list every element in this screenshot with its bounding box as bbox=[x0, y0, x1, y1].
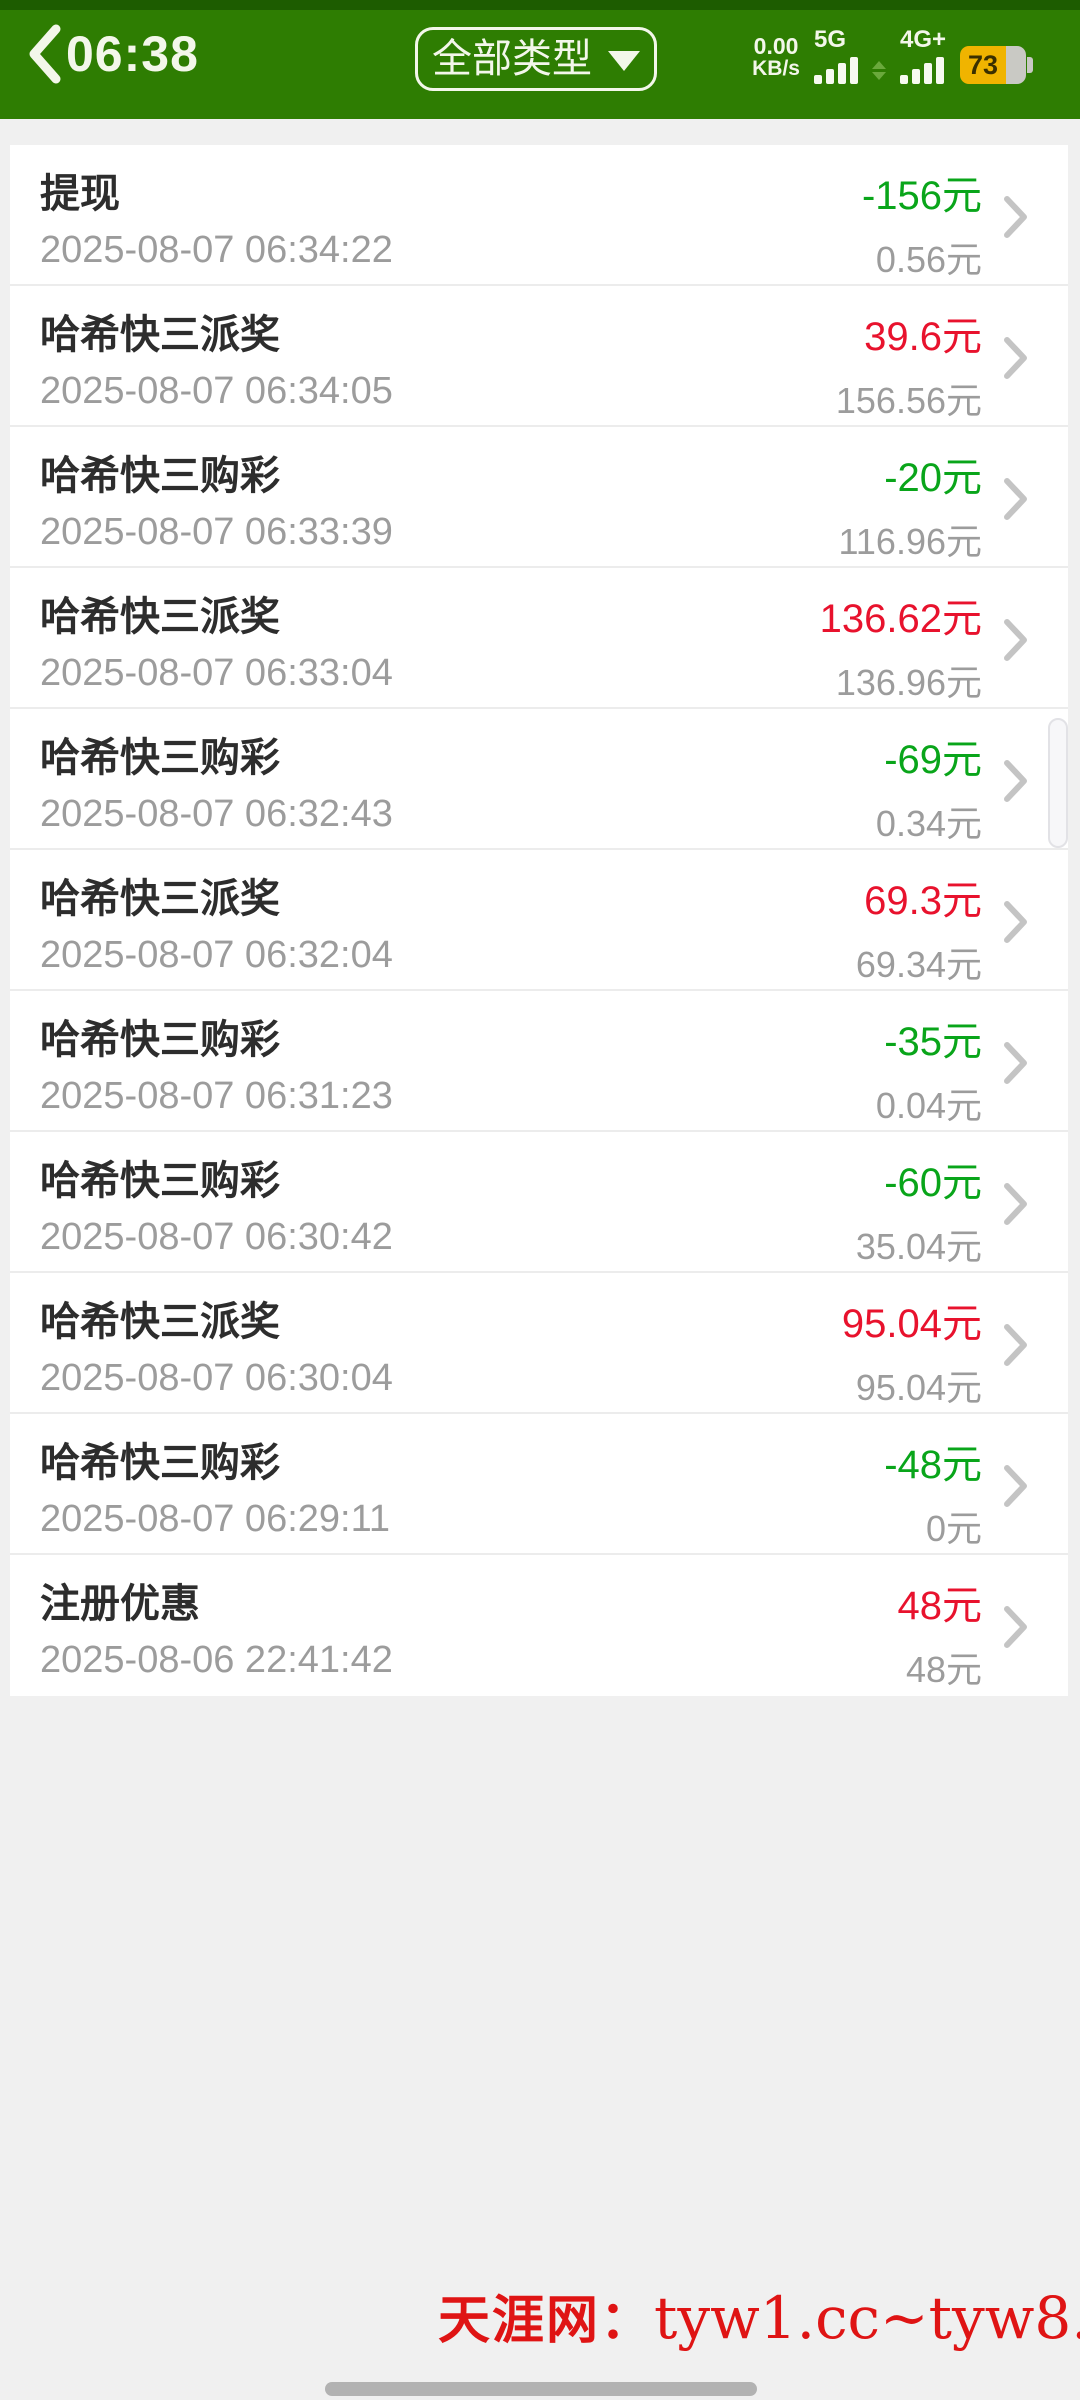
transaction-title: 哈希快三购彩 bbox=[40, 1441, 280, 1485]
chevron-right-icon bbox=[1004, 1606, 1027, 1648]
transaction-row[interactable]: 哈希快三购彩 2025-08-07 06:30:42 -60元 35.04元 bbox=[10, 1132, 1068, 1273]
transaction-amount: 39.6元 bbox=[864, 315, 982, 359]
watermark-urls: tyw1.cc~tyw8.cc bbox=[654, 2284, 1080, 2352]
header-left: 06:38 bbox=[26, 24, 199, 84]
transaction-balance: 116.96元 bbox=[838, 521, 982, 562]
chevron-right-icon bbox=[1004, 1324, 1027, 1366]
transaction-row[interactable]: 哈希快三购彩 2025-08-07 06:31:23 -35元 0.04元 bbox=[10, 991, 1068, 1132]
transaction-row[interactable]: 哈希快三购彩 2025-08-07 06:33:39 -20元 116.96元 bbox=[10, 427, 1068, 568]
transaction-balance: 95.04元 bbox=[855, 1367, 982, 1408]
chevron-right-icon bbox=[1004, 901, 1027, 943]
chevron-right-icon bbox=[1004, 619, 1027, 661]
transaction-title: 哈希快三派奖 bbox=[40, 1300, 280, 1344]
transaction-title: 哈希快三派奖 bbox=[40, 595, 280, 639]
transaction-time: 2025-08-07 06:32:04 bbox=[40, 934, 393, 976]
transaction-amount: -20元 bbox=[884, 456, 982, 500]
transaction-amount: -35元 bbox=[884, 1020, 982, 1064]
chevron-right-icon bbox=[1004, 478, 1027, 520]
transaction-row[interactable]: 哈希快三购彩 2025-08-07 06:29:11 -48元 0元 bbox=[10, 1414, 1068, 1555]
transaction-amount: -69元 bbox=[884, 738, 982, 782]
transaction-title: 哈希快三派奖 bbox=[40, 877, 280, 921]
transaction-balance: 136.96元 bbox=[835, 662, 982, 703]
transaction-time: 2025-08-07 06:34:05 bbox=[40, 370, 393, 412]
transaction-title: 注册优惠 bbox=[40, 1582, 200, 1626]
transaction-time: 2025-08-07 06:31:23 bbox=[40, 1075, 393, 1117]
watermark-site-name: 天涯网： bbox=[438, 2292, 655, 2350]
transaction-title: 提现 bbox=[40, 172, 120, 216]
chevron-right-icon bbox=[1004, 1183, 1027, 1225]
transaction-title: 哈希快三购彩 bbox=[40, 1159, 280, 1203]
transaction-balance: 0.34元 bbox=[875, 803, 982, 844]
transaction-row[interactable]: 哈希快三派奖 2025-08-07 06:32:04 69.3元 69.34元 bbox=[10, 850, 1068, 991]
transaction-amount: 48元 bbox=[897, 1584, 983, 1628]
transaction-balance: 69.34元 bbox=[855, 944, 982, 985]
net-speed-value: 0.00 bbox=[753, 32, 799, 59]
transaction-time: 2025-08-07 06:33:04 bbox=[40, 652, 393, 694]
dropdown-caret-icon bbox=[608, 51, 640, 71]
signal-sim1: 5G bbox=[813, 26, 858, 84]
battery-level: 73 bbox=[967, 49, 999, 80]
transaction-amount: 95.04元 bbox=[841, 1302, 982, 1346]
chevron-right-icon bbox=[1004, 196, 1027, 238]
transaction-time: 2025-08-06 22:41:42 bbox=[40, 1639, 393, 1681]
back-icon[interactable] bbox=[26, 24, 62, 84]
transaction-list: 提现 2025-08-07 06:34:22 -156元 0.56元 哈希快三派… bbox=[10, 145, 1068, 1696]
scrollbar-thumb[interactable] bbox=[1048, 718, 1068, 848]
app-header: 06:38 全部类型 0.00 KB/s 5G 4G+ bbox=[0, 0, 1080, 119]
net-speed-unit: KB/s bbox=[752, 56, 800, 80]
transaction-amount: -156元 bbox=[861, 174, 982, 218]
transaction-amount: -48元 bbox=[884, 1443, 982, 1487]
net-speed-indicator: 0.00 KB/s bbox=[752, 34, 800, 84]
chevron-right-icon bbox=[1004, 337, 1027, 379]
transaction-time: 2025-08-07 06:33:39 bbox=[40, 511, 393, 553]
transaction-balance: 0元 bbox=[925, 1508, 982, 1549]
chevron-right-icon bbox=[1004, 1465, 1027, 1507]
home-indicator-bar[interactable] bbox=[325, 2382, 757, 2396]
transaction-row[interactable]: 提现 2025-08-07 06:34:22 -156元 0.56元 bbox=[10, 145, 1068, 286]
transaction-time: 2025-08-07 06:32:43 bbox=[40, 793, 393, 835]
transaction-time: 2025-08-07 06:29:11 bbox=[40, 1498, 391, 1540]
transaction-row[interactable]: 哈希快三购彩 2025-08-07 06:32:43 -69元 0.34元 bbox=[10, 709, 1068, 850]
transaction-amount: 69.3元 bbox=[864, 879, 982, 923]
transaction-title: 哈希快三购彩 bbox=[40, 1018, 280, 1062]
transaction-balance: 48元 bbox=[905, 1649, 982, 1690]
transaction-amount: -60元 bbox=[884, 1161, 982, 1205]
transaction-balance: 0.56元 bbox=[875, 239, 982, 280]
transaction-time: 2025-08-07 06:34:22 bbox=[40, 229, 393, 271]
header-top-shade bbox=[0, 0, 1080, 10]
sim1-network-label: 5G bbox=[813, 26, 846, 53]
status-time: 06:38 bbox=[66, 26, 199, 82]
transaction-time: 2025-08-07 06:30:42 bbox=[40, 1216, 393, 1258]
transaction-amount: 136.62元 bbox=[819, 597, 982, 641]
status-icons: 0.00 KB/s 5G 4G+ 73 bbox=[752, 26, 1033, 84]
transaction-title: 哈希快三购彩 bbox=[40, 454, 280, 498]
signal-sim2: 4G+ bbox=[899, 26, 946, 84]
data-activity-icon bbox=[871, 61, 886, 84]
transaction-time: 2025-08-07 06:30:04 bbox=[40, 1357, 393, 1399]
transaction-row[interactable]: 注册优惠 2025-08-06 22:41:42 48元 48元 bbox=[10, 1555, 1068, 1696]
transaction-balance: 0.04元 bbox=[875, 1085, 982, 1126]
transaction-title: 哈希快三派奖 bbox=[40, 313, 280, 357]
transaction-balance: 35.04元 bbox=[855, 1226, 982, 1267]
signal-bars-icon bbox=[899, 56, 944, 84]
transaction-row[interactable]: 哈希快三派奖 2025-08-07 06:33:04 136.62元 136.9… bbox=[10, 568, 1068, 709]
transaction-title: 哈希快三购彩 bbox=[40, 736, 280, 780]
type-filter-dropdown[interactable]: 全部类型 bbox=[415, 27, 657, 91]
watermark: 天涯网： tyw1.cc~tyw8.cc bbox=[438, 2278, 1080, 2353]
transaction-balance: 156.56元 bbox=[835, 380, 982, 421]
sim2-network-label: 4G+ bbox=[899, 26, 946, 53]
transaction-row[interactable]: 哈希快三派奖 2025-08-07 06:34:05 39.6元 156.56元 bbox=[10, 286, 1068, 427]
chevron-right-icon bbox=[1004, 760, 1027, 802]
type-filter-label: 全部类型 bbox=[432, 37, 592, 81]
chevron-right-icon bbox=[1004, 1042, 1027, 1084]
battery-icon: 73 bbox=[960, 46, 1033, 84]
transaction-row[interactable]: 哈希快三派奖 2025-08-07 06:30:04 95.04元 95.04元 bbox=[10, 1273, 1068, 1414]
signal-bars-icon bbox=[813, 56, 858, 84]
